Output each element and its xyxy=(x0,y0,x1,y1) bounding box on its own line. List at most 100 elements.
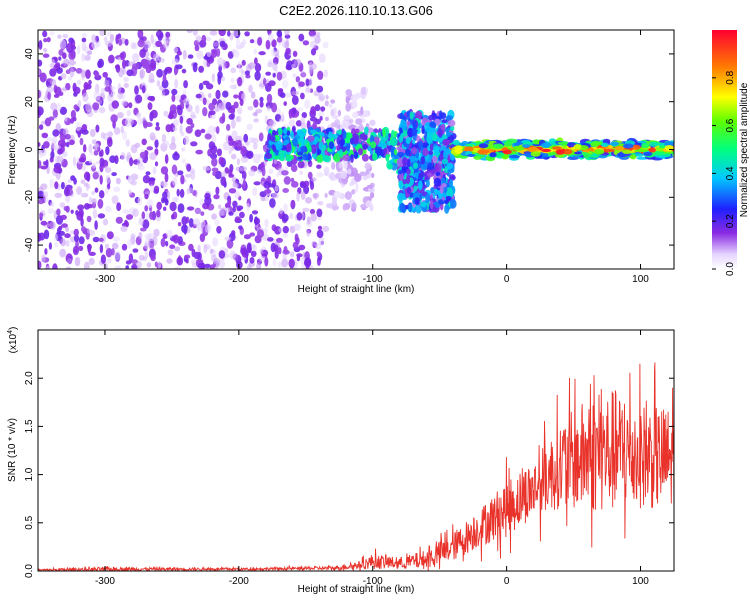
spectrogram-cell xyxy=(257,229,264,238)
spectrogram-cell xyxy=(196,50,204,60)
spectrogram-cell xyxy=(180,174,185,185)
spectrogram-cell xyxy=(308,30,317,37)
spectrogram-cell xyxy=(557,141,568,145)
snr-plot-area xyxy=(38,330,674,571)
spectrogram-cell xyxy=(308,66,313,75)
spectrogram-cell xyxy=(154,161,159,167)
spectrogram-cell xyxy=(319,116,323,121)
spectrogram-cell xyxy=(80,192,89,198)
spectrogram-cell xyxy=(91,198,97,205)
spectrogram-cell xyxy=(232,180,238,188)
spectrogram-cell xyxy=(231,130,238,141)
spectrogram-cell xyxy=(583,152,591,159)
spectrogram-cell xyxy=(477,148,489,155)
spectrogram-cell xyxy=(370,191,375,199)
spectrogram-cell xyxy=(300,145,308,153)
spectrogram-cell xyxy=(296,191,300,202)
spectrogram-cell xyxy=(137,196,143,206)
spectrogram-cell xyxy=(207,125,216,135)
spectrogram-cell xyxy=(137,117,143,126)
spectrogram-cell xyxy=(307,171,313,180)
spectrogram-cell xyxy=(218,250,226,259)
spectrogram-cell xyxy=(60,181,65,190)
spectrogram-cell xyxy=(49,68,57,77)
spectrogram-cell xyxy=(305,78,310,87)
spectrogram-cell xyxy=(165,31,171,38)
spectrogram-cell xyxy=(277,261,283,268)
spectrogram-cell xyxy=(122,130,128,141)
spectrogram-cell xyxy=(230,77,235,84)
spectrogram-cell xyxy=(400,133,404,141)
spectrogram-cell xyxy=(125,139,131,147)
spectrogram-cell xyxy=(137,30,144,39)
spectrogram-cell xyxy=(246,123,253,131)
spectrogram-cell xyxy=(279,92,286,99)
spectrogram-cell xyxy=(308,145,312,153)
spectrogram-cell xyxy=(50,150,55,159)
spectrogram-cell xyxy=(149,152,157,161)
spectrogram-cell xyxy=(51,58,55,68)
spectrogram-cell xyxy=(217,74,222,85)
spectrogram-cell xyxy=(399,112,404,118)
spectrogram-cell xyxy=(231,230,236,237)
spectrogram-cell xyxy=(104,86,111,92)
spectrogram-cell xyxy=(144,250,149,260)
spectrogram-cell xyxy=(156,80,161,87)
spectrogram-cell xyxy=(56,102,62,112)
x-tick-label: -200 xyxy=(229,274,249,285)
spectrogram-cell xyxy=(192,62,198,73)
spectrogram-cell xyxy=(183,80,189,89)
spectrogram-cell xyxy=(382,128,386,138)
spectrogram-cell xyxy=(276,172,280,177)
spectrogram-cell xyxy=(332,114,339,120)
spectrogram-cell xyxy=(68,76,72,81)
spectrogram-cell xyxy=(246,150,254,159)
y-tick-label: 1.5 xyxy=(24,419,35,433)
spectrogram-cell xyxy=(367,127,374,133)
spectrogram-cell xyxy=(48,242,53,250)
spectrogram-cell xyxy=(351,202,357,211)
spectrogram-cell xyxy=(213,194,220,200)
spectrogram-cell xyxy=(212,171,217,177)
spectrogram-cell xyxy=(43,141,50,149)
spectrogram-cell xyxy=(345,96,350,104)
y-tick-label: 1.0 xyxy=(24,467,35,481)
spectrogram-cell xyxy=(122,59,126,70)
spectrogram-cell xyxy=(649,141,660,147)
spectrogram-cell xyxy=(265,82,272,92)
spectrogram-cell xyxy=(629,154,637,160)
spectrogram-cell xyxy=(316,172,324,178)
spectrogram-cell xyxy=(240,146,247,153)
spectrogram-cell xyxy=(289,212,294,220)
spectrogram-cell xyxy=(664,145,674,151)
spectrogram-cell xyxy=(169,201,177,212)
spectrogram-cell xyxy=(290,199,296,210)
spectrogram-cell xyxy=(286,160,293,168)
spectrogram-cell xyxy=(214,219,220,226)
spectrogram-cell xyxy=(211,134,217,143)
spectrogram-cell xyxy=(243,234,251,240)
spectrogram-cell xyxy=(296,107,304,112)
spectrogram-cell xyxy=(298,244,306,251)
spectrogram-cell xyxy=(143,120,148,129)
spectrogram-cell xyxy=(352,135,360,145)
spectrogram-cell xyxy=(573,144,582,150)
spectrogram-cell xyxy=(387,164,393,169)
spectrogram-cell xyxy=(54,181,59,190)
spectrogram-cell xyxy=(173,46,179,55)
spectrogram-cell xyxy=(160,237,166,248)
spectrogram-cell xyxy=(275,140,283,151)
spectrogram-cell xyxy=(115,34,119,45)
spectrogram-cell xyxy=(292,241,299,249)
spectrogram-cell xyxy=(218,209,225,216)
spectrogram-cell xyxy=(397,192,405,202)
spectrogram-cell xyxy=(121,100,128,107)
spectrogram-cell xyxy=(309,77,313,87)
x-tick-label: -200 xyxy=(229,576,249,587)
spectrogram-cell xyxy=(94,220,98,231)
spectrogram-cell xyxy=(174,246,181,252)
spectrogram-cell xyxy=(227,199,232,207)
spectrogram-cell xyxy=(164,154,169,164)
spectrogram-cell xyxy=(51,139,57,150)
spectrogram-cell xyxy=(266,93,273,104)
